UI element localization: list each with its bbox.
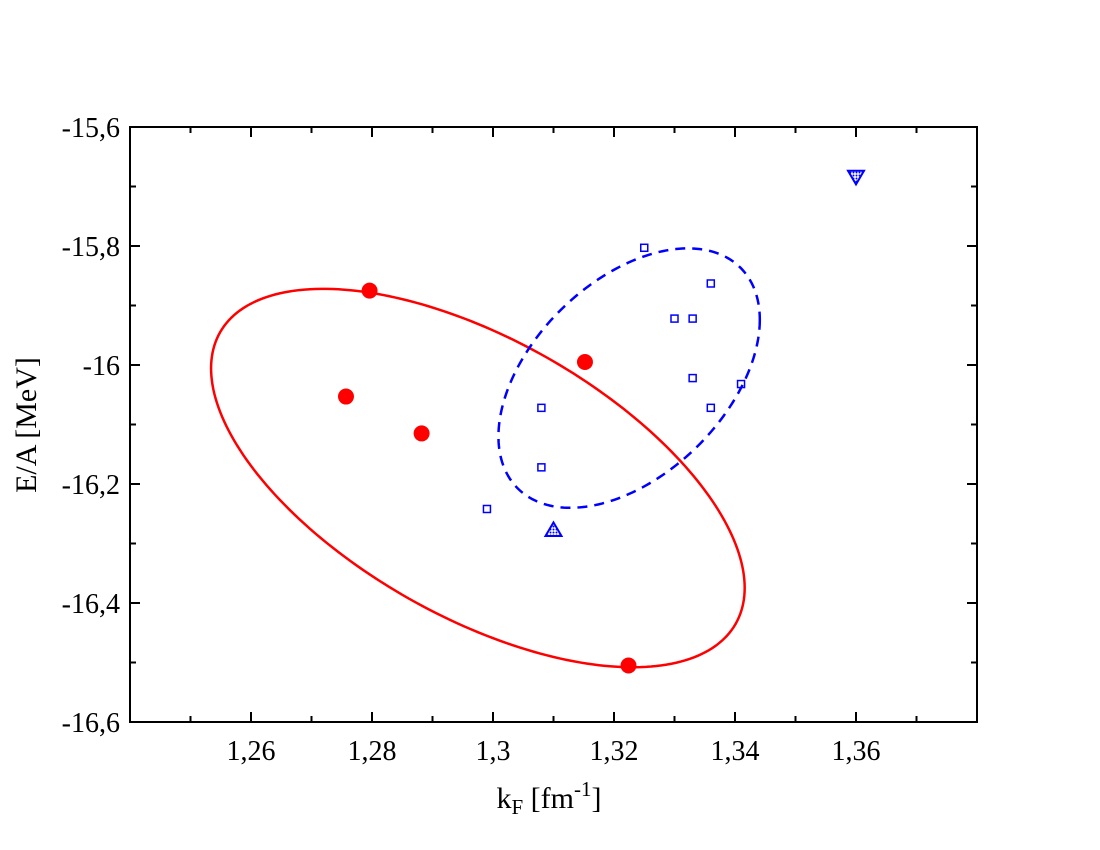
blue-square-point [537,463,546,472]
plot-area [209,247,762,669]
x-tick-label: 1,36 [832,736,881,767]
x-tick-label: 1,28 [348,736,397,767]
red-data-point [413,425,430,442]
y-tick-label: -16,6 [62,708,120,739]
red-data-point [576,354,593,371]
blue-square-point [736,379,746,389]
red-data-point [620,657,637,674]
x-tick-label: 1,3 [476,736,511,767]
plot-frame [129,126,978,723]
blue-square-point [688,314,697,323]
x-axis-title-sub: F [511,795,523,819]
y-tick-label: -15,8 [62,232,120,263]
blue-square-point [688,373,697,383]
red-solid-ellipse [209,287,746,669]
red-data-point [361,282,378,299]
x-axis-title-unit: [fm [523,782,574,815]
blue-triangle-up-point [543,520,564,538]
x-axis-title-main: k [496,782,511,815]
y-tick-label: -16,4 [62,589,120,620]
x-tick-label: 1,26 [227,736,276,767]
blue-square-point [706,403,716,413]
blue-dashed-ellipse [497,247,762,510]
x-axis-title-close: ] [592,782,602,815]
blue-square-point [640,243,649,253]
y-tick-label: -16 [83,351,120,382]
blue-triangle-down-point [846,169,866,187]
red-data-point [337,388,354,405]
y-axis-title: E/A [MeV] [10,357,43,493]
axis-ticks [130,126,977,723]
x-tick-label: 1,32 [590,736,639,767]
blue-square-point [706,279,716,288]
blue-square-point [670,314,679,323]
x-axis-title: kF [fm-1] [496,777,601,819]
x-tick-label: 1,34 [711,736,760,767]
y-tick-label: -15,6 [62,113,120,144]
blue-square-point [482,504,492,514]
x-axis-title-sup: -1 [574,777,592,801]
data-marks [337,169,866,674]
tick-labels: 1,26 1,28 1,3 1,32 1,34 1,36 -15,6 -15,8 -16 -16,… [62,113,881,767]
blue-square-point [537,403,546,413]
y-tick-label: -16,2 [62,470,120,501]
